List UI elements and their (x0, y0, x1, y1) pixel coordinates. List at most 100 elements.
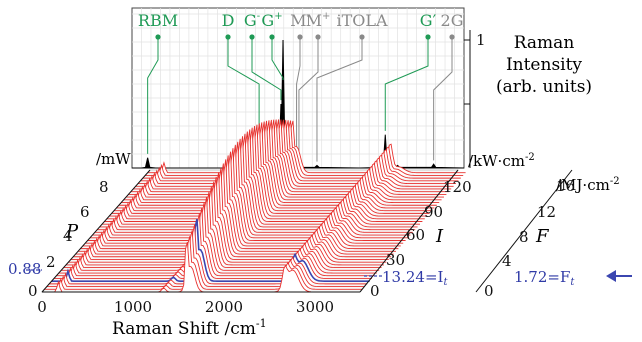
spectrum-trace (90, 144, 408, 239)
p-tick-2: 2 (46, 253, 56, 271)
spectrum-trace (133, 119, 452, 190)
f-tick-0: 0 (484, 282, 494, 300)
spectrum-trace (126, 119, 444, 198)
i-axis-line (359, 169, 459, 293)
f-axis-line (475, 169, 573, 293)
f-axis-label: F (535, 226, 550, 247)
i-tick-120: 120 (443, 178, 472, 196)
p-axis-line (41, 169, 151, 293)
waterfall-spectra (42, 119, 466, 293)
i-tick-90: 90 (424, 203, 443, 221)
spectrum-trace (147, 120, 466, 174)
spectrum-trace (109, 125, 428, 217)
f-tick-4: 4 (502, 252, 512, 270)
peak-leader-lines (147, 37, 453, 162)
f-threshold-label: 1.72=Ft (514, 268, 575, 288)
peak-marker-dot (449, 34, 455, 40)
peak-leader-line (227, 37, 260, 162)
shift-tick-3000: 3000 (296, 298, 334, 316)
spectrum-trace (145, 120, 464, 176)
reference-panel: RBM D G- G+ M-M+ iTOLA G′ 2G 1 Raman Intensity … (131, 7, 592, 169)
i-axis: /kW·cm-2 I 0 30 60 90 120 13.24=It (359, 152, 535, 300)
p-tick-0: 0 (28, 282, 38, 300)
spectrum-trace (140, 119, 459, 182)
peak-label-2: G- (244, 11, 260, 30)
spectrum-trace (61, 196, 380, 271)
peak-label-7: G′ (420, 11, 437, 30)
intensity-label-line-2: Intensity (506, 55, 582, 75)
spectrum-trace (92, 141, 411, 236)
peak-marker-dot (225, 34, 231, 40)
peak-leader-line (147, 37, 159, 154)
spectrum-trace (82, 155, 401, 247)
spectrum-trace (46, 230, 365, 288)
peak-label-4: M- (290, 11, 310, 30)
intensity-max-label: 1 (476, 31, 486, 49)
spectrum-trace (138, 119, 456, 185)
spectrum-trace (106, 127, 425, 220)
spectrum-trace (102, 131, 420, 225)
p-tick-4: 4 (63, 227, 73, 245)
shift-tick-2000: 2000 (205, 298, 243, 316)
shift-tick-1000: 1000 (114, 298, 152, 316)
spectrum-trace (58, 202, 377, 274)
spectrum-trace (94, 138, 413, 233)
spectrum-trace (56, 207, 375, 277)
i-axis-label: I (435, 226, 444, 247)
spectrum-trace (78, 163, 396, 252)
spectrum-trace (130, 119, 449, 193)
shift-tick-0: 0 (37, 298, 47, 316)
spectrum-trace (99, 133, 418, 228)
spectrum-trace (116, 122, 435, 209)
spectrum-trace (44, 236, 363, 290)
peak-label-3: G+ (261, 11, 282, 30)
peak-leader-line (433, 37, 453, 161)
f-tick-8: 8 (519, 228, 529, 246)
peak-marker-dot (155, 34, 161, 40)
peak-marker-dot (359, 34, 365, 40)
peak-label-1: D (222, 11, 235, 30)
threshold-arrow-icon (606, 270, 632, 282)
peak-labels: RBM D G- G+ M-M+ iTOLA G′ 2G (138, 11, 464, 40)
p-axis: /mW P 0 2 4 6 8 0.88 (8, 150, 151, 300)
peak-leader-line (298, 37, 319, 162)
spectrum-trace (121, 120, 440, 203)
p-tick-8: 8 (99, 178, 109, 196)
p-tick-6: 6 (80, 203, 90, 221)
peak-label-5: M+ (306, 11, 331, 30)
intensity-label-line-1: Raman (514, 33, 575, 53)
spectrum-trace (85, 151, 404, 244)
spectrum-trace (54, 213, 372, 279)
spectrum-trace (68, 181, 387, 263)
threshold-spectrum (51, 218, 370, 282)
peak-marker-dot (297, 34, 303, 40)
peak-marker-dot (269, 34, 275, 40)
f-tick-12: 12 (537, 203, 556, 221)
spectrum-trace (142, 120, 461, 179)
peak-label-0: RBM (138, 11, 178, 30)
peak-label-8: 2G (441, 11, 464, 30)
peak-leader-line (251, 37, 282, 101)
spectrum-trace (118, 121, 437, 206)
p-axis-unit: /mW (96, 150, 131, 168)
peak-marker-dot (315, 34, 321, 40)
spectrum-trace (135, 119, 454, 187)
i-threshold-label: 13.24=It (382, 268, 448, 288)
spectrum-trace (49, 224, 368, 285)
spectrum-trace (111, 124, 430, 214)
spectrum-trace (114, 123, 432, 212)
f-axis: /MJ·cm-2 F 0 4 8 12 16 1.72=Ft (475, 169, 632, 300)
reference-panel-frame (131, 7, 465, 169)
spectrum-trace (63, 191, 382, 269)
spectrum-trace (104, 129, 423, 222)
spectrum-trace (123, 120, 442, 201)
p-threshold-label: 0.88 (8, 260, 41, 278)
i-tick-0: 0 (370, 282, 380, 300)
peak-label-6: iTOLA (336, 11, 388, 30)
spectrum-trace (66, 186, 384, 266)
i-tick-60: 60 (406, 226, 425, 244)
i-axis-unit: /kW·cm-2 (468, 152, 535, 170)
p-axis-label: P (65, 221, 79, 242)
